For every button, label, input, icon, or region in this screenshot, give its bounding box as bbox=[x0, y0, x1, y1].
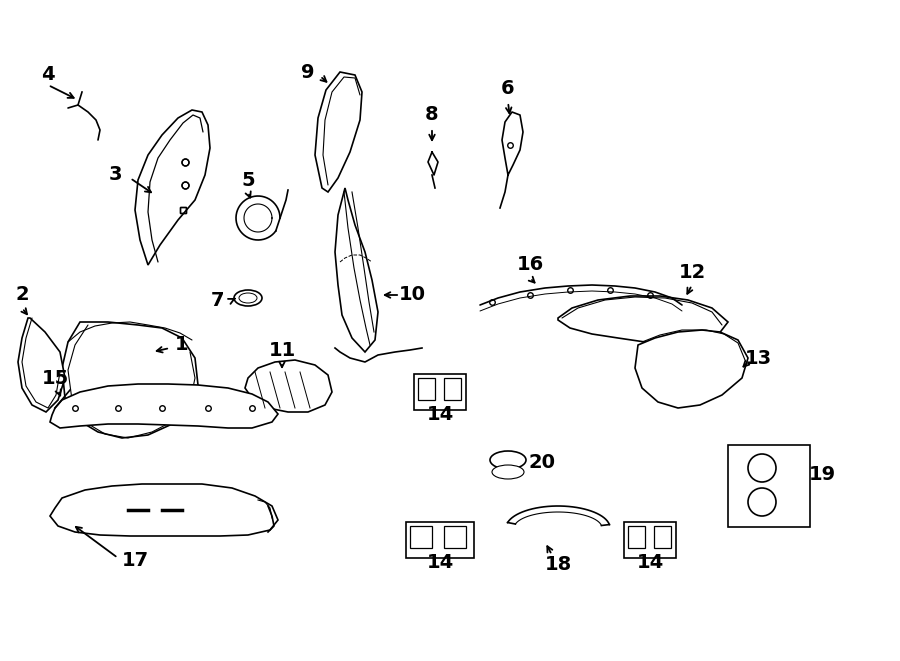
Polygon shape bbox=[635, 330, 748, 408]
Text: 14: 14 bbox=[427, 553, 454, 572]
Text: 6: 6 bbox=[501, 79, 515, 98]
Text: 9: 9 bbox=[302, 63, 315, 81]
Polygon shape bbox=[245, 360, 332, 412]
Polygon shape bbox=[18, 318, 65, 412]
Polygon shape bbox=[50, 384, 278, 428]
Polygon shape bbox=[135, 110, 210, 265]
Text: 2: 2 bbox=[15, 286, 29, 305]
Text: 15: 15 bbox=[41, 368, 68, 387]
Polygon shape bbox=[62, 322, 198, 438]
Polygon shape bbox=[558, 296, 728, 345]
Bar bbox=[418, 378, 435, 401]
Text: 1: 1 bbox=[176, 336, 189, 354]
Text: 10: 10 bbox=[399, 286, 426, 305]
Ellipse shape bbox=[490, 451, 526, 469]
Bar bbox=[728, 445, 810, 527]
Text: 17: 17 bbox=[122, 551, 148, 570]
Polygon shape bbox=[50, 484, 278, 536]
Text: 12: 12 bbox=[679, 262, 706, 282]
Bar bbox=[624, 522, 676, 558]
Bar bbox=[654, 526, 670, 549]
Ellipse shape bbox=[239, 293, 257, 303]
Ellipse shape bbox=[492, 465, 524, 479]
Bar bbox=[410, 526, 432, 549]
Polygon shape bbox=[315, 72, 362, 192]
Text: 11: 11 bbox=[268, 340, 295, 360]
Text: 18: 18 bbox=[544, 555, 572, 574]
Text: 16: 16 bbox=[517, 256, 544, 274]
Text: 5: 5 bbox=[241, 171, 255, 190]
Text: 7: 7 bbox=[212, 290, 225, 309]
Bar bbox=[414, 374, 466, 410]
Ellipse shape bbox=[234, 290, 262, 306]
Text: 13: 13 bbox=[744, 348, 771, 368]
Circle shape bbox=[748, 488, 776, 516]
Polygon shape bbox=[335, 188, 378, 352]
Text: 19: 19 bbox=[808, 465, 835, 485]
Circle shape bbox=[748, 454, 776, 482]
Bar bbox=[444, 526, 466, 549]
Text: 20: 20 bbox=[528, 453, 555, 471]
Text: 8: 8 bbox=[425, 106, 439, 124]
Bar bbox=[406, 522, 474, 558]
Bar bbox=[444, 378, 461, 401]
Text: 14: 14 bbox=[636, 553, 663, 572]
Text: 4: 4 bbox=[41, 65, 55, 85]
Text: 14: 14 bbox=[427, 405, 454, 424]
Text: 3: 3 bbox=[108, 165, 122, 184]
Bar bbox=[628, 526, 644, 549]
